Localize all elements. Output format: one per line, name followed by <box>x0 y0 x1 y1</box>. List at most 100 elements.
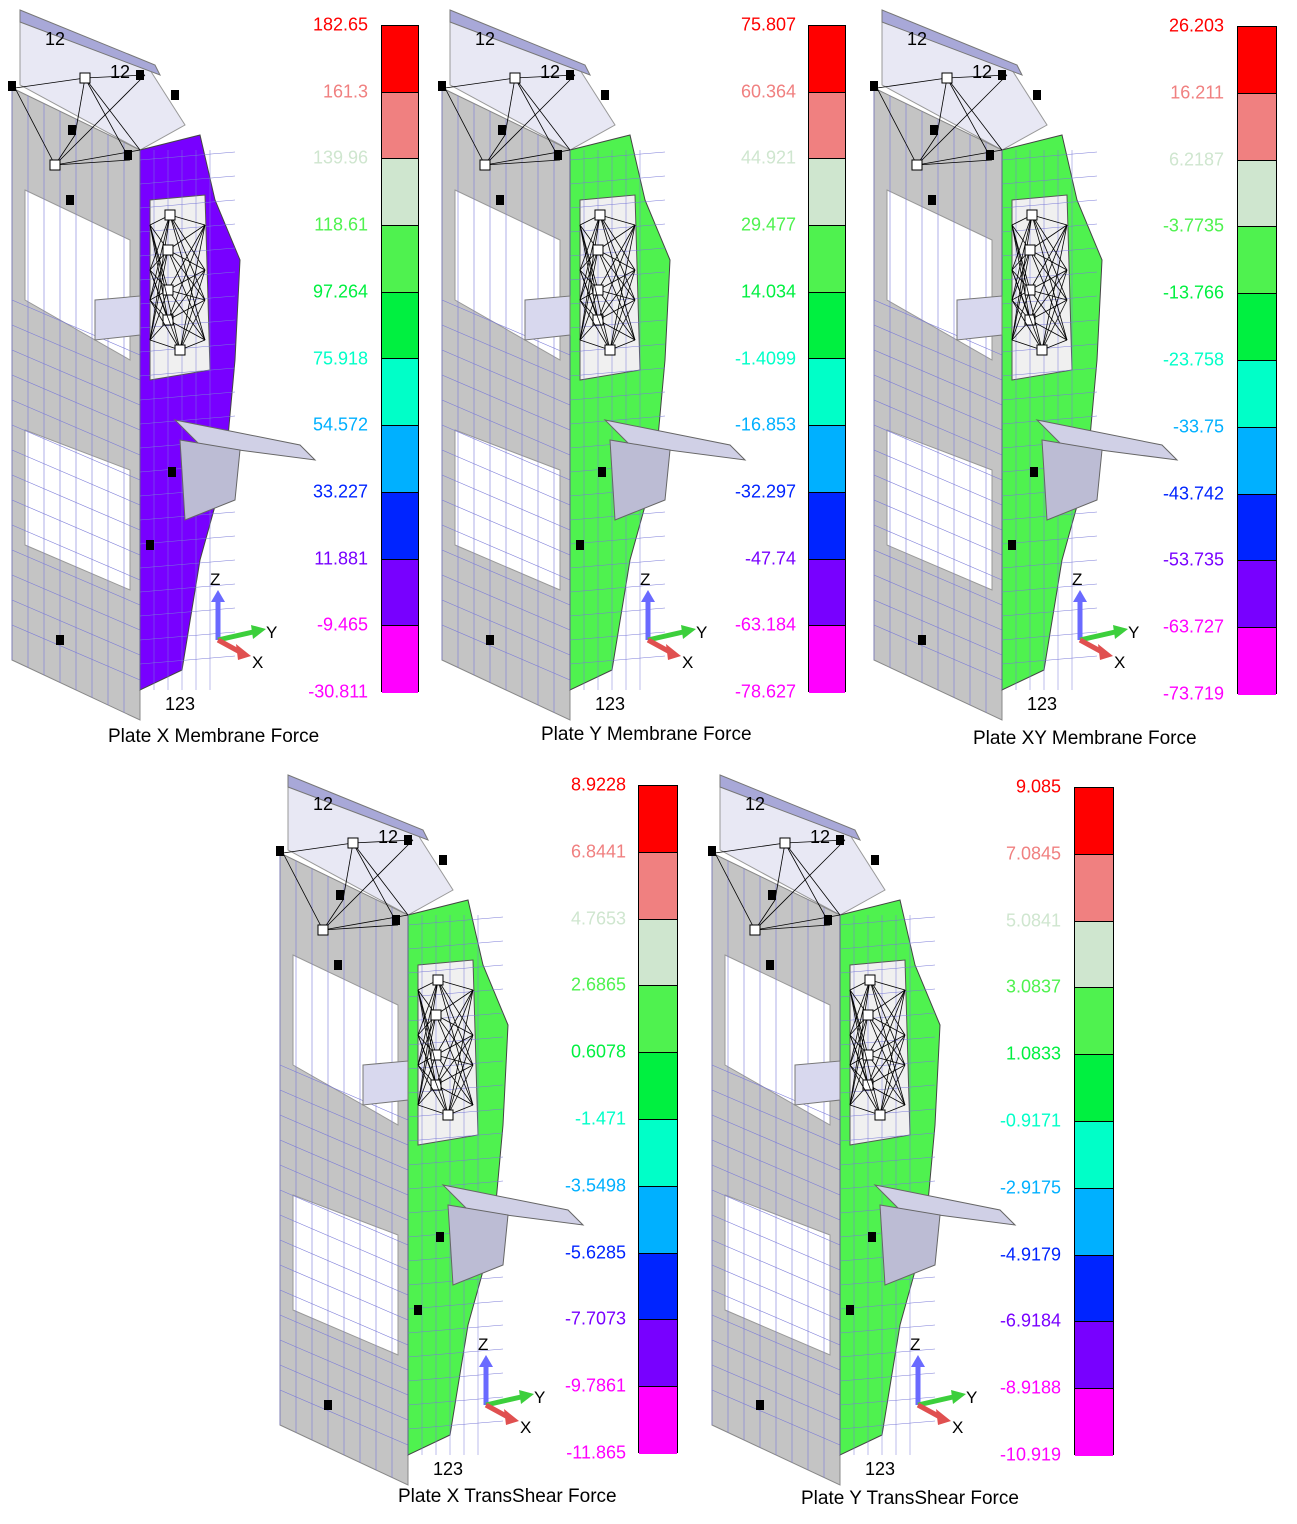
axis-label-y: Y <box>534 1388 545 1407</box>
legend-value: -7.7073 <box>564 1308 626 1329</box>
legend-labels: 8.9228 6.8441 4.7653 2.6865 0.6078 -1.471 -3.5… <box>508 765 626 1485</box>
rigid-link <box>1011 249 1031 301</box>
scale-band <box>382 226 418 293</box>
mesh-line <box>11 424 141 481</box>
mesh-line <box>569 655 666 665</box>
legend-value: -47.74 <box>744 548 796 569</box>
scale-band <box>1238 628 1276 695</box>
top-beam <box>449 9 592 76</box>
mesh-line <box>873 524 1003 581</box>
rigid-link <box>876 87 918 166</box>
scale-band <box>382 559 418 627</box>
rigid-link <box>149 214 171 301</box>
scale-band <box>639 1053 677 1120</box>
mesh-line <box>407 1108 504 1118</box>
rigid-link <box>579 214 601 271</box>
rigid-link <box>867 989 906 1086</box>
legend-value: 6.2187 <box>1168 149 1224 170</box>
mesh-line <box>279 1164 409 1221</box>
mesh-line <box>1001 343 1098 353</box>
rigid-link <box>879 989 906 1116</box>
mesh-line <box>873 474 1003 531</box>
mesh-line <box>139 199 236 209</box>
x-axis-icon <box>216 637 242 655</box>
top-beam <box>719 774 862 841</box>
rigid-link <box>714 852 756 931</box>
legend-value: 9.085 <box>1015 776 1061 797</box>
mesh-line <box>839 1156 936 1166</box>
rigid-link <box>435 989 474 1086</box>
rigid-link <box>417 1034 449 1116</box>
support-marker <box>930 125 938 135</box>
mesh-line <box>407 1180 504 1190</box>
rigid-link <box>597 289 636 341</box>
y-axis-icon <box>1079 629 1116 643</box>
mesh-line <box>873 424 1003 481</box>
mesh-line <box>1001 583 1098 593</box>
node-number: 123 <box>865 1459 895 1479</box>
rigid-link <box>597 224 636 251</box>
mesh-line <box>1001 367 1098 377</box>
rigid-link <box>14 77 86 89</box>
mesh-line <box>839 964 936 974</box>
mesh-line <box>139 223 236 233</box>
legend-value: -78.627 <box>734 681 796 702</box>
rigid-link <box>867 1034 906 1056</box>
scale-band <box>809 226 845 293</box>
mesh-line <box>279 1264 409 1321</box>
panel-caption: Plate Y TransShear Force <box>801 1488 1019 1509</box>
scale-band <box>1238 160 1276 228</box>
mesh-line <box>569 535 666 545</box>
support-marker <box>392 915 400 925</box>
panel-plate-y-membrane: 12 12 123 Z Y X 75.807 60.364 44.921 29.477 14.03… <box>430 0 860 760</box>
panel-plate-x-membrane: 12 12 123 Z Y X 182.65 161.3 139.96 118.61 97.264… <box>0 0 430 760</box>
x-axis-arrow-icon <box>236 644 251 660</box>
axis-label-y: Y <box>696 623 707 642</box>
mesh-line <box>407 1132 504 1142</box>
model-view: 12 12 123 Z YX <box>8 9 317 721</box>
small-box <box>794 1060 841 1106</box>
rigid-link <box>149 269 181 351</box>
rigid-link <box>867 1014 906 1066</box>
mesh-line <box>441 324 571 381</box>
support-marker <box>708 846 716 856</box>
node-marker <box>430 1009 442 1021</box>
node-marker <box>779 837 791 849</box>
support-marker <box>566 70 574 80</box>
model-view: 12 12 123 Z YX <box>438 9 747 721</box>
rigid-link <box>754 924 831 931</box>
support-marker <box>768 890 776 900</box>
scale-band <box>809 92 845 160</box>
rigid-link <box>352 842 399 926</box>
support-marker <box>136 70 144 80</box>
legend-value: -3.7735 <box>1162 215 1224 236</box>
rigid-link <box>54 74 146 166</box>
rigid-link <box>514 74 576 79</box>
opening-lower <box>724 1194 831 1356</box>
mesh-line <box>873 574 1003 631</box>
support-marker <box>56 635 64 645</box>
mesh-line <box>139 343 236 353</box>
legend-value: 26.203 <box>1168 15 1224 36</box>
node-number: 123 <box>1027 694 1057 714</box>
support-marker <box>168 467 176 477</box>
legend-value: 3.0837 <box>1005 976 1061 997</box>
scale-band <box>1238 561 1276 629</box>
scale-band <box>1238 494 1276 562</box>
scale-band <box>1238 294 1276 361</box>
mesh-line <box>1001 415 1098 425</box>
mesh-line <box>11 324 141 381</box>
rigid-link <box>1041 269 1068 351</box>
mesh-line <box>873 449 1003 506</box>
mesh-line <box>569 175 666 185</box>
axis-label-z: Z <box>640 570 650 589</box>
rigid-link <box>169 214 206 301</box>
rigid-link <box>444 77 516 89</box>
rigid-link <box>179 299 206 351</box>
rigid-link <box>417 989 449 1116</box>
scale-band <box>639 786 677 853</box>
z-axis-arrow-icon <box>211 590 225 602</box>
legend-value: -63.184 <box>734 614 796 635</box>
bracket-support <box>879 1204 941 1286</box>
rigid-link <box>597 249 636 271</box>
